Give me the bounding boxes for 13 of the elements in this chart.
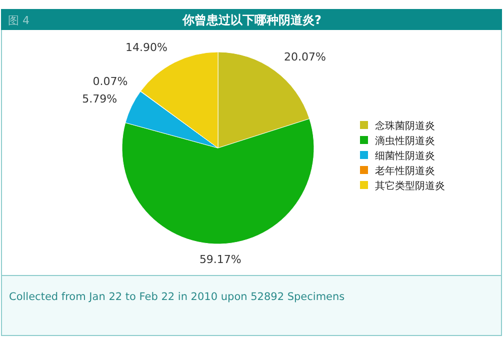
data-label: 59.17%: [199, 252, 242, 266]
data-label: 14.90%: [126, 41, 168, 54]
data-label: 20.07%: [284, 50, 326, 64]
legend-label: 其它类型阴道炎: [375, 180, 445, 192]
chart-title: 你曾患过以下哪种阴道炎?: [182, 13, 322, 27]
legend-label: 念珠菌阴道炎: [375, 120, 435, 132]
caption: 图 4: [8, 14, 30, 27]
legend-label: 滴虫性阴道炎: [375, 135, 435, 147]
legend-label: 细菌性阴道炎: [375, 150, 435, 162]
data-label: 0.07%: [92, 74, 128, 88]
text: Collected from Jan 22 to Feb 22 in 2010 upon 52892 Specimens: [9, 291, 345, 303]
legend-label: 老年性阴道炎: [375, 165, 435, 177]
data-label: 5.79%: [82, 92, 118, 106]
